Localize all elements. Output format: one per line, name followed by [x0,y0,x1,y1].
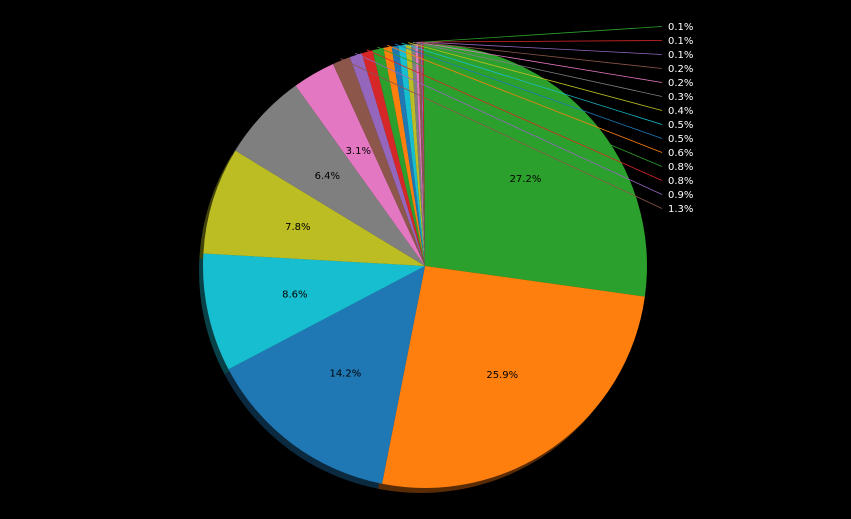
pie-slice [405,44,425,266]
pie-slice [372,47,425,266]
label-leader-line [408,42,663,111]
pie-slice [295,63,425,266]
pie-labels: 27.2% 25.9% 14.2% 8.6% 7.8% 6.4% 3.1% 1.3% 0.9% 0… [282,22,693,381]
pie-slice [203,150,425,266]
slice-label-outside: 0.2% [668,78,693,89]
pie-slice [382,266,645,489]
slice-label: 3.1% [346,146,371,157]
slice-label-outside: 1.3% [668,204,693,215]
label-leader-line [421,41,663,55]
label-leader-line [340,58,663,209]
slice-label-outside: 0.1% [668,22,693,33]
pie-slice [398,44,425,266]
label-leader-line [377,46,663,167]
pie-slice [228,266,425,484]
slice-label-outside: 0.6% [668,148,693,159]
slice-label-outside: 0.1% [668,50,693,61]
slice-label-outside: 0.5% [668,120,693,131]
pie-slice [349,53,425,267]
label-leader-line [354,52,663,195]
slice-label-outside: 0.2% [668,64,693,75]
slice-label-outside: 0.8% [668,162,693,173]
label-leader-line [416,41,663,83]
label-leader-line [366,49,663,181]
slice-label: 7.8% [285,222,310,233]
pie-slice [391,45,425,266]
slice-label-outside: 0.4% [668,106,693,117]
pie-slice [418,44,425,267]
slice-label: 14.2% [329,368,361,379]
pie-slice [423,44,425,266]
label-leader-line [412,41,663,97]
pie-slice [203,253,425,370]
pie-slices [203,44,647,489]
pie-slice [235,85,425,266]
pie-slice [411,44,425,266]
label-leader-line [387,44,663,153]
label-leader-line [401,42,663,125]
pie-slice [415,44,425,266]
pie-slice [333,57,425,267]
slice-label-outside: 0.3% [668,92,693,103]
pie-slice [383,46,425,266]
label-leader-line [424,26,663,43]
label-leader-lines [340,26,663,209]
label-leader-line [394,43,663,139]
slice-label-outside: 0.1% [668,36,693,47]
pie-slice [420,44,425,266]
slice-label: 25.9% [486,370,518,381]
label-leader-line [422,40,663,43]
slice-label-outside: 0.9% [668,190,693,201]
pie-slice [361,50,425,266]
slice-label: 27.2% [510,174,542,185]
pie-slice [425,44,647,297]
slice-label: 6.4% [315,171,340,182]
pie-slice [422,44,425,267]
label-leader-line [419,41,663,69]
slice-label-outside: 0.5% [668,134,693,145]
slice-label: 8.6% [282,290,307,301]
slice-label-outside: 0.8% [668,176,693,187]
